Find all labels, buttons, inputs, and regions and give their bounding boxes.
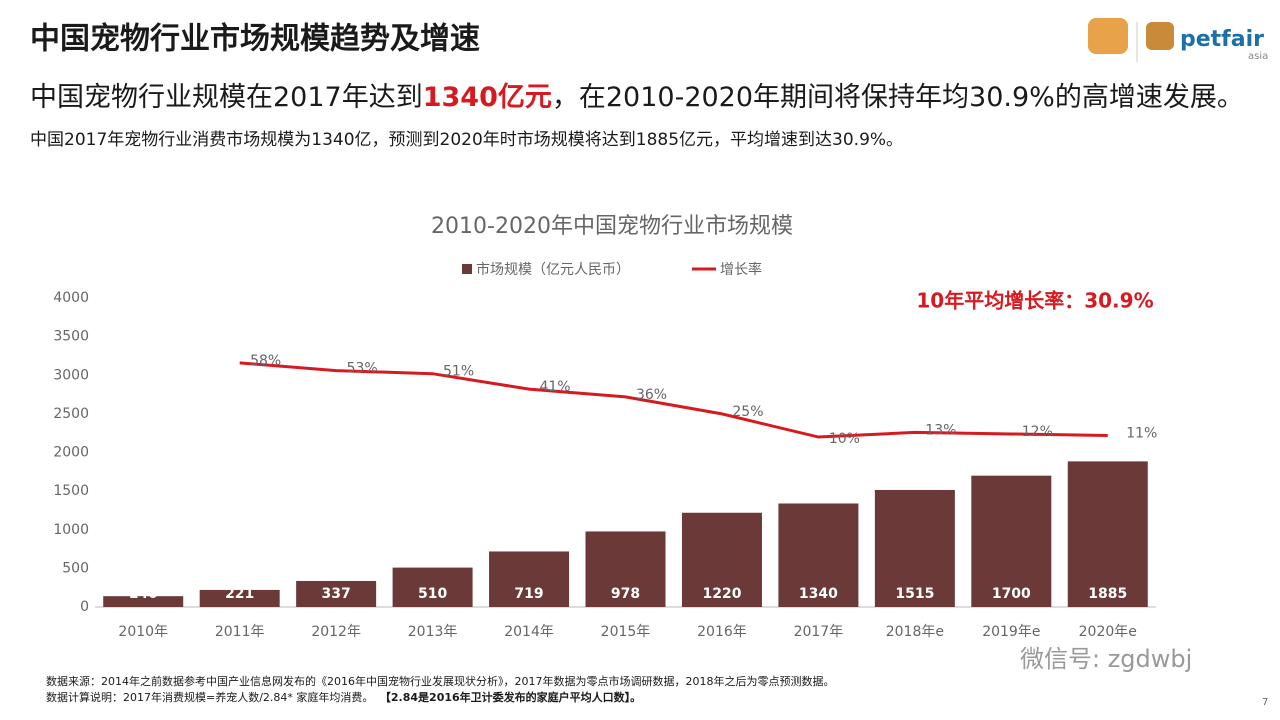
bar-label: 719	[514, 586, 543, 602]
line-label: 51%	[443, 364, 474, 380]
chart-title: 2010-2020年中国宠物行业市场规模	[431, 214, 793, 239]
x-tick-label: 2016年	[697, 624, 747, 640]
bar-label: 221	[225, 586, 254, 602]
method-bold: 【2.84是2016年卫计委发布的家庭户平均人口数】。	[385, 690, 641, 704]
chart: 0 500 1000 1500 2000 2500 3000 3500 4000 2010年 201…	[53, 261, 1157, 640]
line-label: 11%	[1126, 426, 1157, 442]
bar	[199, 589, 280, 607]
bar-label: 140	[129, 586, 158, 602]
bar	[296, 580, 377, 607]
bar-label: 1340	[799, 586, 838, 602]
logo-icon	[1146, 22, 1174, 50]
x-tick-label: 2020年e	[1079, 624, 1137, 640]
line-label: 25%	[732, 404, 763, 420]
x-tick-label: 2014年	[504, 624, 554, 640]
y-tick-label: 1500	[53, 483, 89, 499]
bar-label: 1700	[992, 586, 1031, 602]
y-tick-label: 4000	[53, 290, 89, 306]
bar-label: 1220	[702, 586, 741, 602]
y-tick-label: 3000	[53, 367, 89, 383]
y-tick-label: 0	[80, 599, 89, 615]
logo-sub: asia	[1248, 51, 1268, 62]
method-part: 数据计算说明：2017年消费规模=养宠人数/2.84* 家庭年均消费。	[46, 690, 373, 704]
watermark: 微信号: zgdwbj	[1020, 645, 1192, 673]
logo-text: petfair	[1180, 27, 1264, 52]
legend-label: 市场规模（亿元人民币）	[476, 261, 630, 278]
logo-icon	[1088, 18, 1128, 54]
note: 中国2017年宠物行业消费市场规模为1340亿，预测到2020年时市场规模将达到…	[30, 130, 903, 150]
line-label: 41%	[539, 379, 570, 395]
y-tick-label: 1000	[53, 522, 89, 538]
x-tick-label: 2013年	[408, 624, 458, 640]
headline: 中国宠物行业规模在2017年达到1340亿元，在2010-2020年期间将保持年…	[30, 82, 1244, 113]
legend-swatch	[462, 264, 472, 274]
line-label: 10%	[829, 431, 860, 447]
bar-label: 1885	[1088, 586, 1127, 602]
slide-title: 中国宠物行业市场规模趋势及增速	[30, 22, 480, 57]
growth-line	[239, 361, 1108, 439]
x-tick-label: 2012年	[311, 624, 361, 640]
bar	[489, 551, 570, 607]
bar	[681, 512, 762, 607]
x-tick-label: 2017年	[794, 624, 844, 640]
page-number: 7	[1262, 697, 1268, 708]
headline-part: 中国宠物行业规模在2017年达到	[30, 82, 423, 113]
legend-label: 增长率	[720, 261, 762, 278]
bar-label: 510	[418, 586, 447, 602]
bar	[103, 596, 184, 607]
headline-highlight: 1340亿元	[423, 82, 552, 113]
y-tick-label: 2500	[53, 406, 89, 422]
bar	[392, 567, 473, 607]
x-tick-label: 2019年e	[982, 624, 1040, 640]
bar	[874, 489, 955, 607]
line-label: 13%	[925, 422, 956, 438]
source: 数据来源：2014年之前数据参考中国产业信息网发布的《2016年中国宠物行业发展…	[46, 674, 834, 688]
bar	[778, 503, 859, 607]
bar	[1067, 461, 1148, 607]
bar	[585, 531, 666, 607]
y-tick-label: 3500	[53, 329, 89, 345]
headline-part: ，在2010-2020年期间将保持年均30.9%的高增速发展。	[552, 82, 1244, 113]
line-label: 36%	[636, 387, 667, 403]
bar	[971, 475, 1052, 607]
line-label: 12%	[1022, 424, 1053, 440]
x-tick-label: 2010年	[118, 624, 168, 640]
line-label: 58%	[250, 353, 281, 369]
bar-label: 337	[322, 586, 351, 602]
x-tick-label: 2011年	[215, 624, 265, 640]
line-label: 53%	[347, 361, 378, 377]
y-tick-label: 2000	[53, 445, 89, 461]
bar-label: 978	[611, 586, 640, 602]
method: 数据计算说明：2017年消费规模=养宠人数/2.84* 家庭年均消费。 【2.84…	[46, 690, 641, 704]
x-tick-label: 2018年e	[886, 624, 944, 640]
y-tick-label: 500	[62, 560, 89, 576]
x-tick-label: 2015年	[601, 624, 651, 640]
annotation: 10年平均增长率：30.9%	[916, 289, 1153, 313]
bar-label: 1515	[895, 586, 934, 602]
